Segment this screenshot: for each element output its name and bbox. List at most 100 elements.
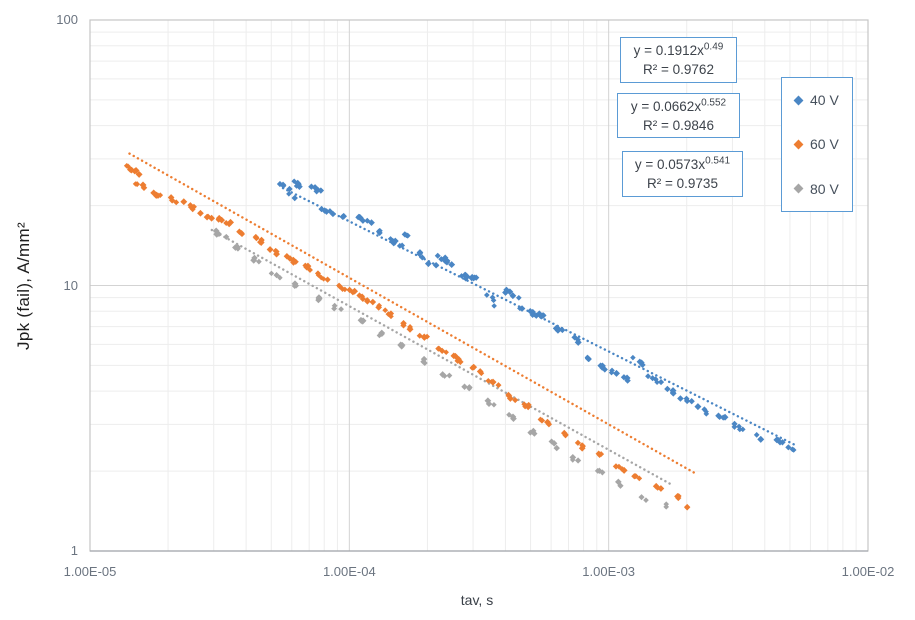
trendline-80v bbox=[210, 228, 673, 486]
scatter-point-40v bbox=[417, 250, 423, 257]
scatter-point-80v bbox=[357, 316, 365, 324]
y-tick-label: 100 bbox=[56, 12, 78, 27]
scatter-point-60v bbox=[369, 298, 377, 306]
scatter-point-80v bbox=[574, 457, 582, 464]
scatter-point-60v bbox=[416, 332, 423, 339]
scatter-point-40v bbox=[311, 184, 319, 191]
trendline-equation-box-80v: y = 0.0573x0.541 R² = 0.9735 bbox=[622, 151, 743, 197]
x-axis-title: tav, s bbox=[460, 592, 494, 608]
scatter-point-40v bbox=[731, 420, 738, 427]
scatter-point-40v bbox=[403, 232, 410, 239]
scatter-point-60v bbox=[470, 364, 477, 371]
scatter-point-80v bbox=[315, 296, 322, 304]
scatter-point-60v bbox=[140, 184, 148, 191]
scatter-point-40v bbox=[317, 187, 325, 194]
scatter-point-40v bbox=[790, 447, 797, 453]
scatter-point-60v bbox=[315, 272, 322, 278]
equation-text: y = 0.0573x0.541 bbox=[634, 155, 731, 172]
scatter-point-40v bbox=[390, 240, 397, 247]
scatter-point-60v bbox=[307, 267, 313, 273]
scatter-point-80v bbox=[485, 400, 493, 408]
scatter-point-40v bbox=[664, 385, 671, 393]
scatter-point-60v bbox=[218, 216, 226, 224]
scatter-point-60v bbox=[134, 181, 141, 188]
scatter-point-60v bbox=[290, 259, 297, 266]
scatter-point-40v bbox=[509, 292, 517, 300]
scatter-point-60v bbox=[376, 302, 382, 309]
scatter-point-60v bbox=[545, 421, 553, 428]
trendline-equation-box-40v: y = 0.1912x0.49 R² = 0.9762 bbox=[620, 37, 737, 83]
scatter-point-60v bbox=[421, 333, 428, 340]
scatter-point-60v bbox=[684, 505, 690, 511]
scatter-point-40v bbox=[434, 252, 441, 259]
scatter-point-80v bbox=[421, 360, 428, 366]
scatter-point-80v bbox=[234, 243, 241, 251]
scatter-point-60v bbox=[272, 247, 279, 255]
scatter-point-80v bbox=[420, 355, 428, 363]
scatter-point-60v bbox=[382, 307, 389, 314]
scatter-point-80v bbox=[379, 331, 385, 337]
scatter-point-40v bbox=[376, 227, 383, 234]
scatter-point-40v bbox=[291, 194, 298, 202]
scatter-point-60v bbox=[320, 276, 327, 282]
scatter-point-80v bbox=[268, 270, 275, 277]
scatter-point-40v bbox=[462, 271, 468, 278]
scatter-point-80v bbox=[446, 372, 453, 379]
scatter-point-60v bbox=[675, 494, 682, 502]
scatter-point-80v bbox=[530, 427, 537, 434]
scatter-point-60v bbox=[562, 432, 569, 439]
scatter-point-60v bbox=[505, 391, 512, 398]
scatter-point-60v bbox=[226, 221, 232, 228]
scatter-point-80v bbox=[548, 438, 555, 445]
legend-item-40v: 40 V bbox=[793, 92, 852, 108]
scatter-point-60v bbox=[385, 311, 392, 317]
x-tick-label: 1.00E-05 bbox=[63, 564, 117, 579]
scatter-point-40v bbox=[419, 254, 426, 261]
scatter-point-40v bbox=[645, 373, 651, 380]
legend-item-60v: 60 V bbox=[793, 136, 852, 153]
scatter-point-60v bbox=[135, 170, 143, 178]
scatter-point-80v bbox=[615, 478, 622, 486]
scatter-point-60v bbox=[525, 401, 532, 408]
scatter-point-60v bbox=[324, 276, 331, 283]
scatter-point-40v bbox=[703, 411, 710, 417]
scatter-point-80v bbox=[273, 272, 280, 279]
scatter-point-60v bbox=[579, 442, 585, 448]
scatter-point-40v bbox=[432, 262, 440, 269]
scatter-point-60v bbox=[578, 444, 586, 452]
equation-text: y = 0.0662x0.552 bbox=[630, 97, 727, 114]
scatter-point-80v bbox=[439, 371, 446, 378]
scatter-point-40v bbox=[286, 185, 293, 193]
scatter-point-40v bbox=[279, 181, 287, 188]
scatter-point-40v bbox=[291, 178, 297, 185]
equation-text: y = 0.1912x0.49 bbox=[633, 41, 724, 58]
scatter-point-40v bbox=[444, 258, 451, 264]
scatter-point-40v bbox=[506, 288, 514, 296]
scatter-point-60v bbox=[652, 482, 660, 490]
scatter-point-40v bbox=[620, 374, 628, 381]
scatter-point-40v bbox=[329, 210, 337, 218]
scatter-point-80v bbox=[643, 497, 649, 503]
scatter-point-60v bbox=[168, 197, 176, 204]
scatter-point-60v bbox=[139, 181, 147, 189]
scatter-point-60v bbox=[123, 162, 130, 169]
scatter-point-60v bbox=[283, 253, 291, 260]
scatter-point-60v bbox=[180, 198, 188, 206]
scatter-point-40v bbox=[448, 261, 456, 269]
scatter-point-40v bbox=[554, 327, 562, 334]
scatter-point-40v bbox=[355, 214, 362, 221]
scatter-point-40v bbox=[368, 219, 375, 227]
scatter-point-40v bbox=[683, 395, 690, 402]
r-squared-text: R² = 0.9846 bbox=[643, 117, 714, 133]
scatter-point-60v bbox=[538, 417, 546, 424]
scatter-point-40v bbox=[624, 377, 631, 384]
scatter-point-40v bbox=[399, 242, 406, 249]
scatter-point-40v bbox=[537, 312, 545, 319]
legend-label: 60 V bbox=[810, 136, 839, 153]
scatter-point-60v bbox=[364, 297, 371, 305]
scatter-point-60v bbox=[257, 239, 263, 245]
scatter-point-80v bbox=[594, 468, 601, 474]
legend-item-80v: 80 V bbox=[793, 181, 852, 197]
scatter-point-80v bbox=[398, 343, 405, 350]
scatter-point-80v bbox=[216, 231, 222, 237]
